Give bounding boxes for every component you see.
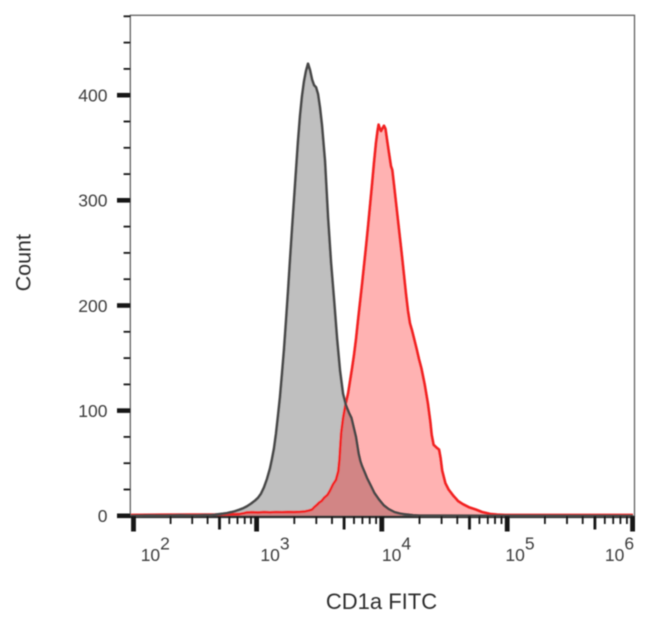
svg-text:200: 200 [78,296,107,316]
svg-text:0: 0 [98,506,108,526]
svg-text:400: 400 [78,86,107,106]
svg-text:CD1a FITC: CD1a FITC [326,589,437,614]
svg-text:Count: Count [12,234,36,291]
svg-text:100: 100 [78,401,107,421]
svg-text:300: 300 [78,191,107,211]
